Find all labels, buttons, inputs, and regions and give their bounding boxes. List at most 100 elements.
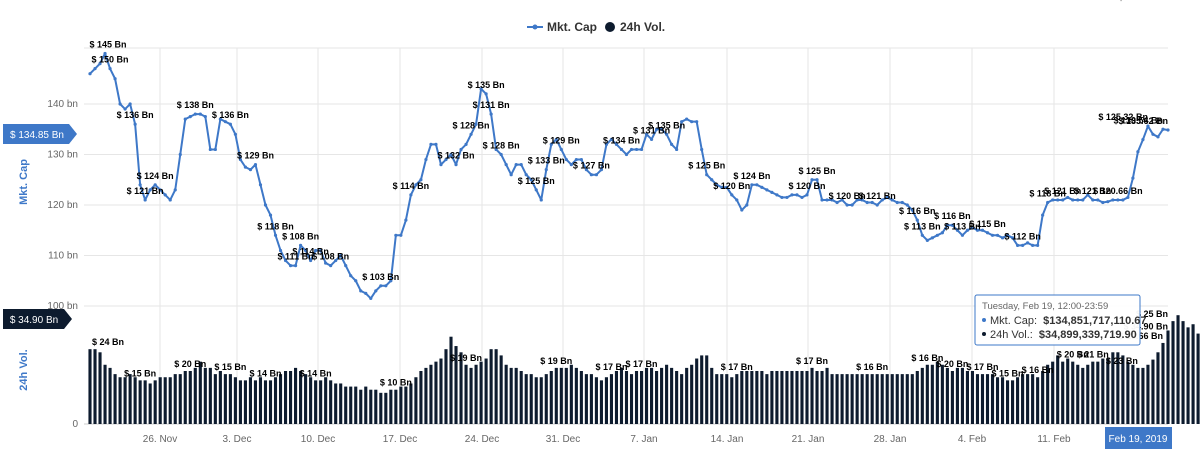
volume-bar	[900, 374, 904, 424]
volume-bar	[294, 367, 298, 424]
volume-bar	[770, 371, 774, 424]
market-cap-point	[910, 208, 914, 212]
market-cap-point	[810, 178, 814, 182]
market-cap-point	[238, 157, 243, 162]
legend[interactable]: Mkt. Cap 24h Vol.	[527, 20, 665, 34]
y-tick-label-mkt-cap: 130 bn	[47, 150, 78, 161]
market-cap-point	[389, 279, 393, 283]
market-cap-point	[685, 117, 689, 121]
volume-bar	[800, 371, 804, 424]
data-label-volume: $ 17 Bn	[966, 362, 998, 372]
market-cap-point	[1131, 176, 1135, 180]
volume-bar	[1121, 355, 1125, 424]
market-cap-point	[649, 137, 654, 141]
market-cap-point	[509, 173, 513, 177]
market-cap-point	[1071, 198, 1075, 202]
data-label-volume: $ 17 Bn	[595, 362, 627, 372]
market-cap-point	[344, 264, 348, 268]
market-cap-point	[449, 152, 453, 157]
legend-item-24h-vol[interactable]: 24h Vol.	[605, 20, 665, 34]
volume-bar	[344, 386, 348, 424]
data-label-volume: $ 15 Bn	[214, 362, 246, 372]
market-cap-point	[243, 165, 248, 169]
data-label-mkt-cap: $ 125 Bn	[688, 161, 725, 171]
data-label-volume: $ 15 Bn	[124, 368, 156, 378]
x-tick-label: 4. Feb	[958, 434, 987, 445]
data-label-volume: $ 16 Bn	[1022, 365, 1054, 375]
volume-bar	[835, 374, 839, 424]
market-cap-point	[213, 147, 217, 152]
market-cap-point	[1031, 243, 1035, 247]
volume-bar	[138, 380, 142, 424]
market-cap-point	[675, 147, 679, 152]
tooltip-dot-volume-icon	[982, 332, 986, 336]
market-cap-point	[1166, 128, 1170, 132]
market-cap-point	[890, 198, 894, 202]
market-cap-point	[1161, 127, 1165, 131]
volume-bar	[1196, 333, 1200, 424]
market-cap-point	[228, 122, 232, 126]
data-label-mkt-cap: $ 135 Bn	[468, 80, 505, 90]
market-cap-line	[89, 52, 1169, 300]
y-tick-label-volume: 0	[72, 419, 78, 430]
volume-bar	[549, 371, 553, 424]
market-cap-point	[203, 115, 207, 119]
market-cap-point	[489, 112, 493, 116]
volume-bar	[660, 367, 664, 424]
data-label-mkt-cap: $ 111 Bn	[278, 252, 314, 262]
volume-bar	[1136, 367, 1140, 424]
data-label-mkt-cap: $ 116 Bn	[899, 206, 936, 216]
volume-bar	[499, 355, 503, 424]
volume-bar	[364, 386, 368, 424]
market-cap-point	[935, 233, 939, 237]
market-cap-point	[745, 203, 749, 207]
volume-bar	[474, 364, 478, 424]
legend-item-mkt-cap[interactable]: Mkt. Cap	[527, 20, 597, 34]
volume-bar	[1191, 324, 1195, 424]
market-cap-point	[670, 142, 674, 146]
y-tick-label-mkt-cap: 110 bn	[48, 251, 78, 262]
market-cap-point	[1010, 236, 1015, 240]
volume-bar	[1116, 352, 1120, 424]
market-cap-point	[539, 198, 543, 202]
market-cap-point	[1156, 135, 1160, 139]
volume-bar	[233, 377, 237, 424]
market-cap-point	[93, 67, 97, 71]
volume-bar	[258, 377, 263, 424]
market-cap-point	[198, 112, 202, 116]
market-cap-point	[529, 178, 533, 182]
market-cap-point	[484, 92, 488, 96]
mkt-cap-flag-shape	[3, 124, 77, 144]
x-tick-label: 14. Jan	[711, 434, 744, 445]
data-label-mkt-cap: $ 125.32 Bn	[1098, 112, 1148, 122]
market-cap-point	[920, 233, 924, 237]
volume-bar	[248, 377, 253, 424]
volume-bar	[865, 374, 869, 424]
market-cap-point	[975, 228, 980, 232]
market-cap-point	[339, 253, 343, 258]
volume-current-flag: $ 34.90 Bn	[3, 309, 72, 329]
market-cap-point	[1051, 198, 1055, 202]
market-cap-point	[965, 228, 970, 232]
y-tick-label-mkt-cap: 140 bn	[47, 99, 78, 110]
x-tick-label: 17. Dec	[383, 434, 417, 445]
volume-bar	[985, 374, 990, 424]
volume-bar	[905, 374, 909, 424]
market-cap-point	[1096, 198, 1100, 202]
market-cap-point	[710, 178, 714, 182]
data-label-volume: $ 20 Bn	[936, 359, 968, 369]
volume-bar	[103, 364, 107, 424]
market-cap-point	[1126, 195, 1130, 200]
market-cap-point	[1101, 200, 1105, 205]
data-label-mkt-cap: $ 108 Bn	[312, 252, 349, 262]
market-cap-point	[765, 188, 769, 192]
market-cap-point	[108, 67, 112, 71]
data-label-volume: $ 14 Bn	[249, 368, 281, 378]
market-cap-point	[1136, 150, 1140, 154]
volume-bar	[745, 371, 749, 424]
market-cap-point	[208, 147, 212, 152]
volume-bar	[208, 367, 212, 424]
market-cap-point	[118, 102, 122, 106]
volume-bar	[424, 367, 428, 424]
data-label-mkt-cap: $ 124 Bn	[137, 171, 174, 181]
